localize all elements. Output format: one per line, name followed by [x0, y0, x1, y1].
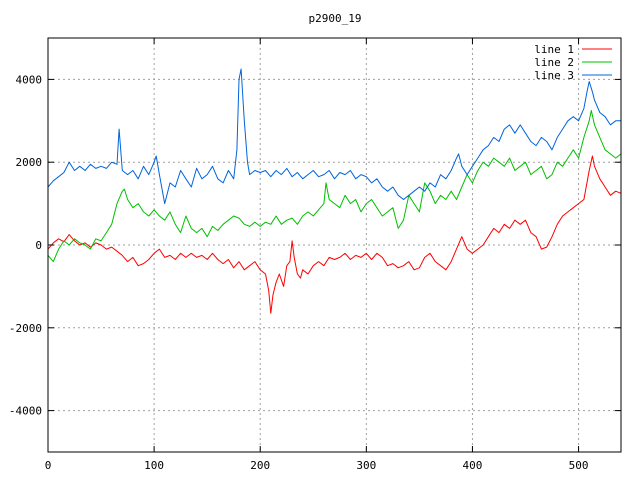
grid-lines	[48, 38, 621, 452]
y-tick-label: 4000	[16, 73, 43, 86]
axes: 0 100 200 300 400 500 -4000 -2000 0 2000 4000	[9, 37, 622, 472]
series-line-1	[47, 155, 622, 314]
x-tick-label: 100	[144, 459, 164, 472]
y-tick-label: -4000	[9, 405, 42, 418]
x-tick-label: 300	[356, 459, 376, 472]
legend-label-2: line 2	[534, 56, 574, 69]
x-tick-label: 0	[45, 459, 52, 472]
series-lines	[47, 68, 622, 314]
x-tick-label: 500	[569, 459, 589, 472]
legend-label-3: line 3	[534, 69, 574, 82]
y-tick-label: 0	[35, 239, 42, 252]
series-line-2	[47, 110, 622, 263]
y-tick-label: -2000	[9, 322, 42, 335]
x-tick-label: 200	[250, 459, 270, 472]
legend-label-1: line 1	[534, 43, 574, 56]
y-tick-label: 2000	[16, 156, 43, 169]
series-line-3	[47, 68, 621, 205]
chart-title: p2900_19	[309, 12, 362, 25]
x-tick-label: 400	[463, 459, 483, 472]
